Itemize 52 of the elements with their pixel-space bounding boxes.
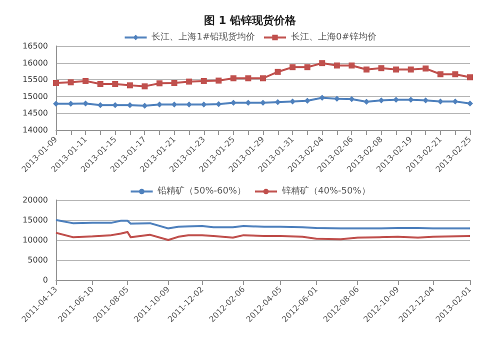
point bbox=[408, 66, 414, 73]
y-tick-label: 0 bbox=[42, 276, 48, 284]
point bbox=[216, 101, 222, 108]
y-tick-label: 15000 bbox=[22, 92, 48, 101]
point bbox=[53, 80, 59, 86]
point bbox=[364, 66, 370, 73]
y-tick-label: 14500 bbox=[22, 108, 48, 118]
point bbox=[334, 62, 340, 68]
point bbox=[82, 78, 89, 84]
point bbox=[378, 65, 384, 72]
point bbox=[245, 75, 252, 82]
point bbox=[230, 75, 236, 82]
legend-label: 长江、上海0#锌均价 bbox=[291, 32, 376, 42]
line-series bbox=[55, 219, 471, 230]
point bbox=[467, 100, 473, 106]
point bbox=[260, 75, 266, 82]
line-series bbox=[55, 231, 471, 241]
point bbox=[393, 66, 400, 73]
point bbox=[126, 82, 133, 88]
y-tick-label: 14000 bbox=[22, 126, 48, 134]
point bbox=[186, 78, 192, 85]
point bbox=[467, 74, 473, 80]
legend-label: 铅精矿（50%-60%） bbox=[156, 186, 246, 196]
point bbox=[319, 60, 326, 66]
chart-title: 图 1 铅锌现货价格 bbox=[204, 14, 298, 27]
point bbox=[216, 78, 222, 84]
point bbox=[112, 80, 118, 87]
y-tick-label: 15000 bbox=[22, 216, 48, 224]
point bbox=[97, 80, 104, 87]
point bbox=[452, 71, 458, 78]
y-tick-label: 20000 bbox=[22, 196, 48, 204]
point bbox=[348, 62, 355, 68]
y-tick-label: 16500 bbox=[22, 42, 48, 50]
point bbox=[290, 64, 296, 70]
point bbox=[200, 78, 207, 84]
point bbox=[364, 98, 370, 105]
point bbox=[274, 68, 281, 75]
legend-label: 锌精矿（40%-50%） bbox=[281, 186, 370, 196]
point bbox=[142, 83, 148, 90]
y-tick-label: 16000 bbox=[22, 58, 48, 68]
point bbox=[68, 79, 74, 86]
y-tick-label: 10000 bbox=[22, 236, 48, 244]
point bbox=[422, 66, 429, 72]
legend-label: 长江、上海1#铅现货均价 bbox=[152, 32, 256, 42]
point bbox=[53, 100, 59, 107]
y-tick-label: 15500 bbox=[22, 75, 48, 84]
point bbox=[156, 80, 162, 86]
y-tick-label: 5000 bbox=[28, 256, 48, 264]
point bbox=[260, 100, 266, 106]
point bbox=[437, 71, 444, 78]
point bbox=[304, 64, 310, 70]
point bbox=[171, 80, 178, 86]
